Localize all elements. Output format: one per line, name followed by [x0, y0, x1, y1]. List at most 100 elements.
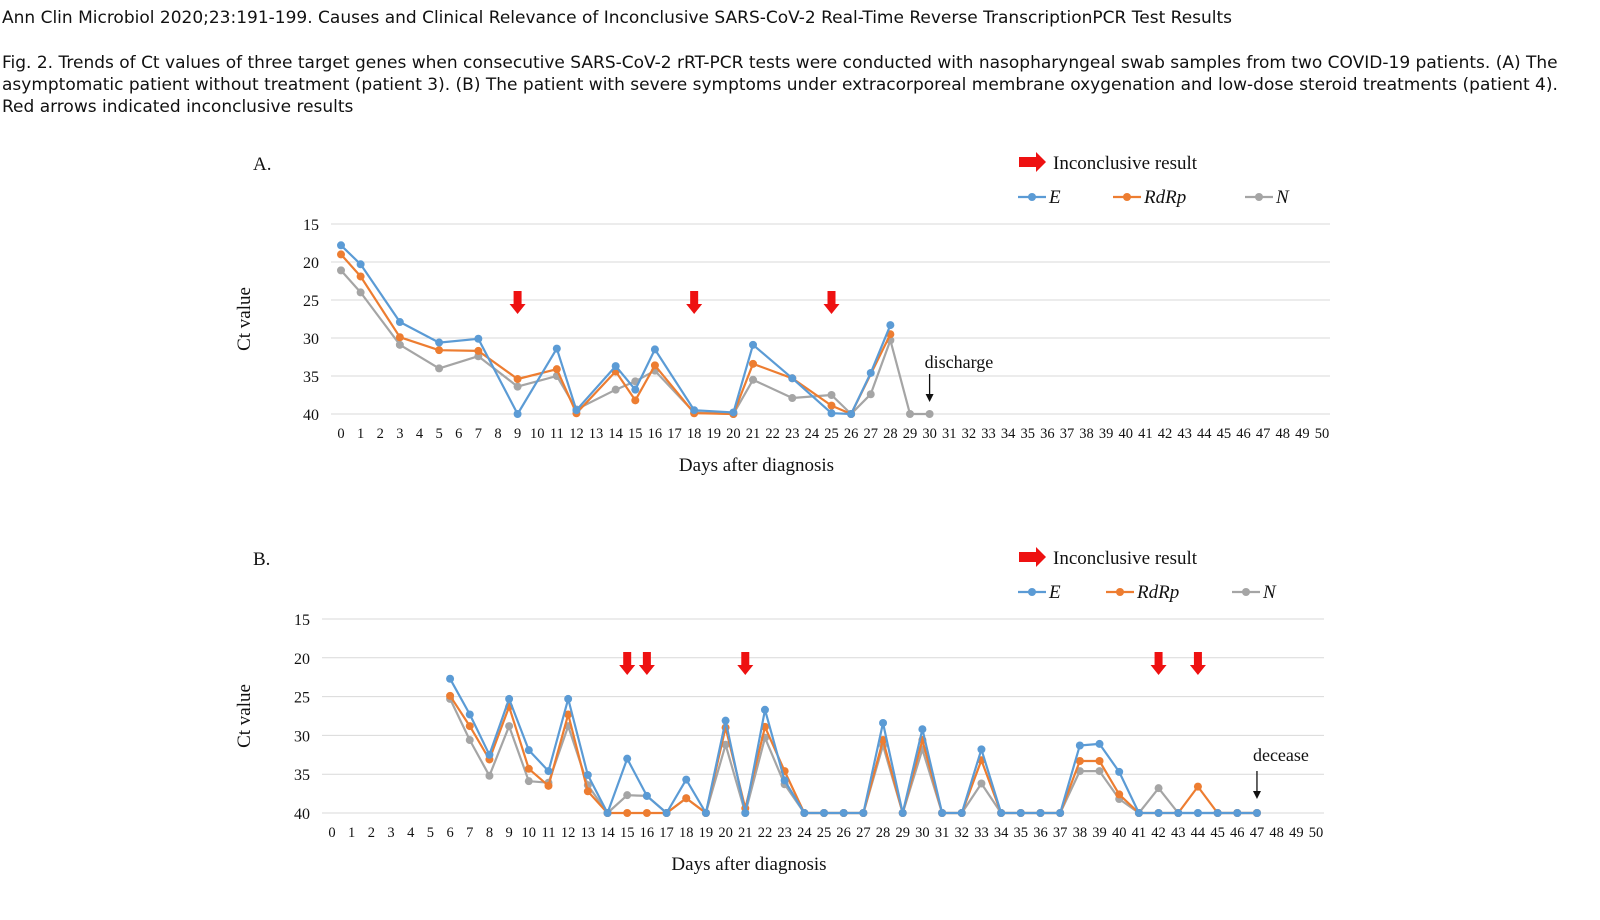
x-tick-label-46: 46	[1236, 426, 1251, 442]
point-e-day-9	[513, 410, 522, 418]
x-tick-label-0: 0	[337, 426, 344, 442]
x-tick-label-8: 8	[494, 426, 501, 442]
x-tick-label-45: 45	[1217, 426, 1232, 442]
x-tick-label-41: 41	[1138, 426, 1153, 442]
x-tick-label-38: 38	[1079, 426, 1094, 442]
x-tick-label-20: 20	[726, 426, 741, 442]
x-tick-label-31: 31	[942, 426, 957, 442]
legend-inconclusive-label-b: Inconclusive result	[1053, 548, 1198, 569]
x-tick-label-7: 7	[475, 426, 482, 442]
x-tick-label-21: 21	[746, 426, 761, 442]
x-tick-label-14: 14	[600, 825, 615, 841]
x-tick-label-29: 29	[903, 426, 918, 442]
point-e-day-11	[544, 767, 553, 776]
point-e-day-38	[1075, 741, 1084, 750]
point-e-day-28	[879, 718, 888, 727]
point-rdrp-day-25	[827, 401, 836, 410]
x-tick-label-9: 9	[514, 426, 521, 442]
legend-inconclusive-label-a: Inconclusive result	[1053, 153, 1198, 174]
x-tick-label-3: 3	[387, 825, 394, 841]
x-tick-label-16: 16	[648, 426, 663, 442]
x-tick-label-17: 17	[667, 426, 682, 442]
point-e-day-39	[1095, 739, 1104, 748]
point-e-day-27	[859, 809, 868, 817]
x-tick-label-28: 28	[883, 426, 898, 442]
point-e-day-41	[1134, 809, 1143, 817]
x-tick-label-6: 6	[446, 825, 453, 841]
y-tick-label-40: 40	[294, 806, 310, 823]
point-e-day-28	[886, 321, 895, 330]
x-tick-label-30: 30	[915, 825, 930, 841]
point-e-day-44	[1193, 809, 1202, 817]
point-e-day-18	[690, 406, 699, 415]
x-tick-label-24: 24	[805, 426, 820, 442]
point-e-day-22	[760, 705, 769, 714]
inconclusive-arrow-day-21	[737, 652, 754, 675]
point-n-day-10	[524, 777, 533, 786]
legend-marker-rdrp-b	[1116, 588, 1124, 596]
x-tick-label-37: 37	[1060, 426, 1075, 442]
x-tick-label-27: 27	[863, 426, 878, 442]
x-tick-label-13: 13	[589, 426, 604, 442]
point-e-day-23	[780, 776, 789, 785]
x-tick-label-21: 21	[738, 825, 753, 841]
x-tick-label-38: 38	[1073, 825, 1088, 841]
point-e-day-21	[741, 809, 750, 817]
point-e-day-7	[465, 710, 474, 719]
y-tick-label-30: 30	[294, 728, 310, 745]
point-e-day-16	[642, 791, 651, 800]
point-e-day-0	[337, 241, 345, 250]
x-tick-label-41: 41	[1132, 825, 1147, 841]
x-tick-label-20: 20	[718, 825, 733, 841]
point-e-day-19	[701, 809, 710, 817]
x-tick-label-4: 4	[407, 825, 415, 841]
y-tick-label-20: 20	[294, 651, 310, 668]
point-rdrp-day-16	[642, 809, 651, 817]
point-e-day-25	[827, 409, 836, 418]
point-rdrp-day-11	[544, 781, 553, 790]
x-tick-label-5: 5	[435, 426, 442, 442]
point-n-day-30	[925, 410, 934, 418]
legend-label-rdrp-a: RdRp	[1143, 187, 1186, 208]
legend-label-e-b: E	[1048, 582, 1061, 603]
point-rdrp-day-40	[1115, 790, 1124, 799]
point-rdrp-day-7	[474, 346, 483, 355]
x-tick-label-19: 19	[699, 825, 714, 841]
x-tick-label-25: 25	[824, 426, 839, 442]
annotation-discharge: discharge	[925, 352, 994, 372]
point-rdrp-day-38	[1075, 757, 1084, 766]
point-e-day-26	[839, 809, 848, 817]
point-n-day-42	[1154, 784, 1163, 793]
x-tick-label-49: 49	[1295, 426, 1310, 442]
point-rdrp-day-1	[356, 272, 365, 281]
point-rdrp-day-9	[513, 375, 522, 384]
x-tick-label-35: 35	[1020, 426, 1035, 442]
x-tick-label-50: 50	[1309, 825, 1324, 841]
x-tick-label-37: 37	[1053, 825, 1068, 841]
legend-marker-e-a	[1028, 193, 1036, 201]
point-n-day-9	[513, 382, 522, 391]
point-n-day-33	[977, 779, 986, 788]
point-rdrp-day-5	[435, 346, 444, 355]
point-rdrp-day-21	[749, 359, 758, 368]
legend-marker-n-b	[1242, 588, 1250, 596]
point-rdrp-day-3	[395, 333, 404, 342]
x-tick-label-2: 2	[377, 426, 384, 442]
inconclusive-arrow-day-25	[823, 291, 840, 314]
x-tick-label-42: 42	[1151, 825, 1166, 841]
y-tick-label-35: 35	[294, 767, 310, 784]
inconclusive-arrow-day-15	[619, 652, 636, 675]
x-tick-label-24: 24	[797, 825, 812, 841]
point-n-day-29	[905, 410, 914, 418]
x-tick-label-5: 5	[427, 825, 434, 841]
point-rdrp-day-15	[631, 396, 640, 405]
point-rdrp-day-12	[564, 710, 573, 719]
point-e-day-10	[524, 746, 533, 755]
point-e-day-23	[788, 374, 797, 383]
point-e-day-18	[682, 775, 691, 784]
x-tick-label-40: 40	[1119, 426, 1134, 442]
point-e-day-42	[1154, 809, 1163, 817]
legend-inconclusive-arrow-b	[1019, 547, 1046, 567]
panel-label-a: A.	[253, 154, 271, 175]
